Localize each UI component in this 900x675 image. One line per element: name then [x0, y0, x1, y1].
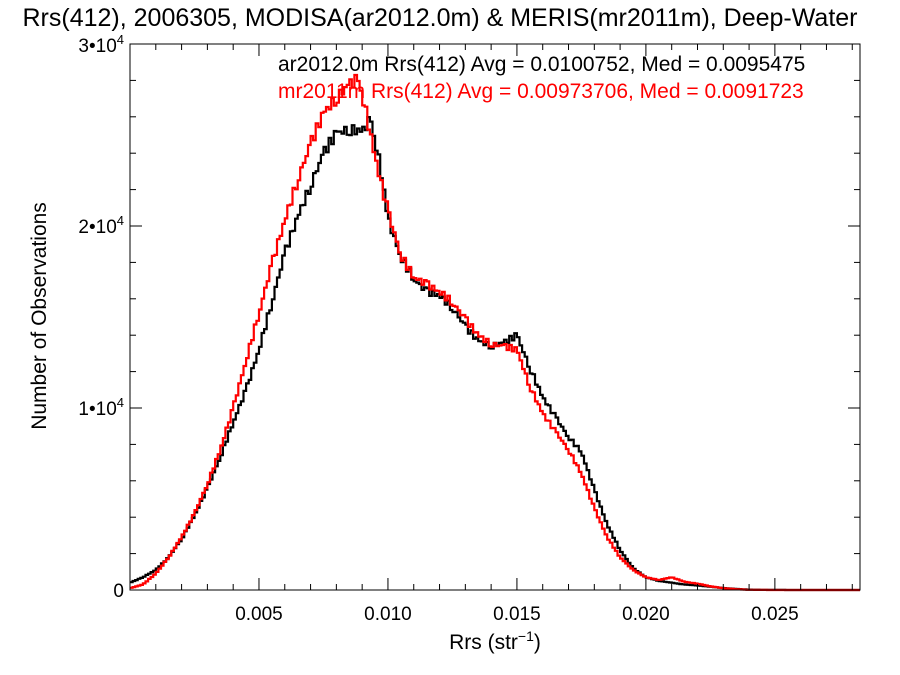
series-modis-line	[130, 116, 860, 592]
series-meris-line	[130, 73, 860, 592]
x-axis-label-end: )	[534, 631, 541, 654]
x-tick-label: 0.010	[364, 604, 412, 625]
y-tick-label-base: 2•10	[78, 217, 116, 238]
x-axis-label: Rrs (str−1)	[449, 628, 541, 654]
y-tick-label-base: 3•10	[78, 36, 116, 57]
y-tick-label-exponent: 4	[117, 32, 124, 47]
x-tick-label: 0.025	[751, 604, 799, 625]
y-tick-label-exponent: 4	[117, 395, 124, 410]
x-axis-label-main: Rrs (str	[449, 631, 518, 654]
y-tick-label: 2•104	[78, 213, 124, 238]
y-tick-label: 0	[113, 581, 124, 602]
y-tick-label: 1•104	[78, 395, 124, 420]
y-tick-label: 3•104	[78, 32, 124, 57]
x-axis-label-sup: −1	[518, 628, 534, 644]
series-layer	[130, 73, 860, 592]
y-tick-label-base: 0	[113, 581, 124, 602]
y-tick-label-exponent: 4	[117, 213, 124, 228]
x-tick-label: 0.020	[622, 604, 670, 625]
y-axis-label: Number of Observations	[28, 202, 51, 430]
axis-layer: 0.005 0.010 0.015 0.020 0.02501•1042•1043•10…	[78, 32, 860, 625]
chart-title: Rrs(412), 2006305, MODISA(ar2012.0m) & M…	[23, 4, 858, 32]
x-tick-label: 0.015	[493, 604, 541, 625]
legend: ar2012.0m Rrs(412) Avg = 0.0100752, Med …	[278, 53, 805, 103]
legend-entry-modis: ar2012.0m Rrs(412) Avg = 0.0100752, Med …	[278, 53, 805, 76]
plot-frame	[129, 43, 861, 591]
legend-entry-meris: mr2011m Rrs(412) Avg = 0.00973706, Med =…	[278, 80, 804, 103]
x-tick-label: 0.005	[235, 604, 283, 625]
y-tick-label-base: 1•10	[78, 399, 116, 420]
